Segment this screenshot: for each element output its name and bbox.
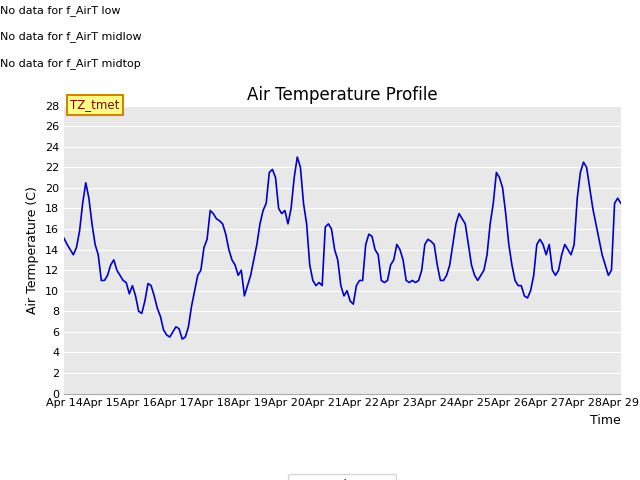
Text: No data for f_AirT midtop: No data for f_AirT midtop — [0, 58, 141, 69]
X-axis label: Time: Time — [590, 414, 621, 427]
Text: No data for f_AirT midlow: No data for f_AirT midlow — [0, 31, 141, 42]
Text: TZ_tmet: TZ_tmet — [70, 98, 120, 111]
Title: Air Temperature Profile: Air Temperature Profile — [247, 86, 438, 104]
Legend: AirT 22m: AirT 22m — [289, 474, 396, 480]
Y-axis label: Air Termperature (C): Air Termperature (C) — [26, 186, 39, 313]
Text: No data for f_AirT low: No data for f_AirT low — [0, 5, 120, 16]
